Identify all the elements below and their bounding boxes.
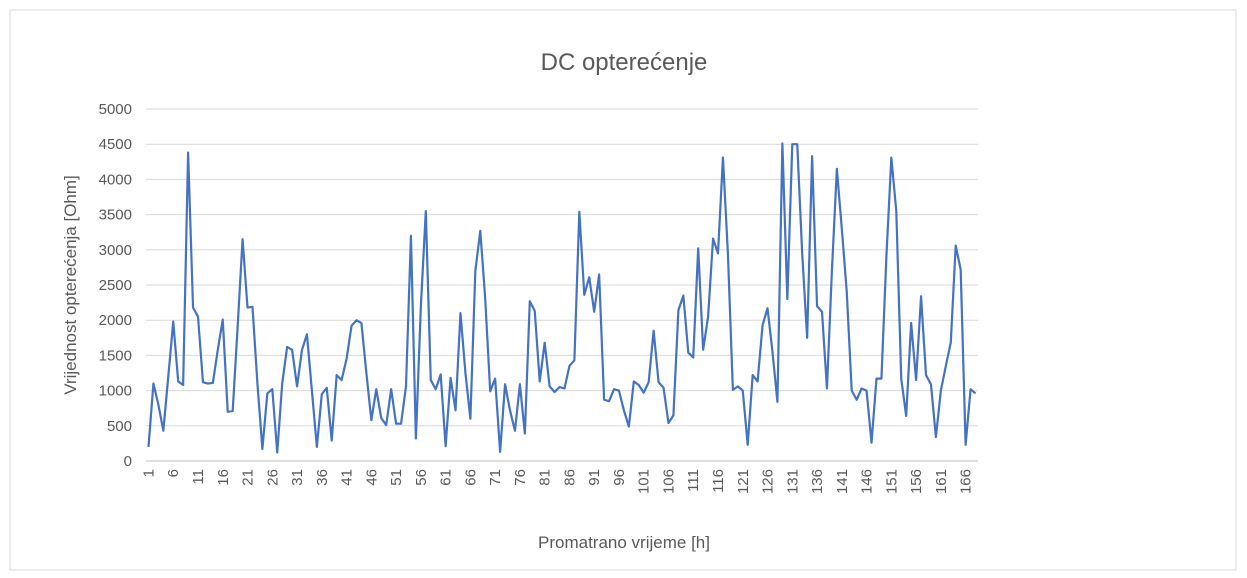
x-tick-label: 41	[339, 469, 356, 486]
x-tick-label: 161	[933, 469, 950, 494]
y-tick-label: 0	[124, 453, 132, 470]
y-tick-label: 4500	[99, 136, 132, 153]
data-line	[147, 142, 977, 454]
x-tick-label: 21	[240, 469, 257, 486]
x-tick-label: 36	[314, 469, 331, 486]
y-tick-label: 3000	[99, 242, 132, 259]
x-tick-label: 126	[760, 469, 777, 494]
y-tick-label: 1000	[99, 383, 132, 400]
x-tick-label: 26	[264, 469, 281, 486]
x-tick-label: 96	[611, 469, 628, 486]
x-tick-label: 121	[735, 469, 752, 494]
y-tick-label: 5000	[99, 101, 132, 118]
x-tick-label: 61	[438, 469, 455, 486]
x-tick-label: 141	[834, 469, 851, 494]
y-axis-label: Vrijednost opterećenja [Ohm]	[61, 175, 80, 395]
x-tick-label: 146	[859, 469, 876, 494]
x-tick-label: 131	[784, 469, 801, 494]
x-tick-label: 81	[537, 469, 554, 486]
x-tick-label: 56	[413, 469, 430, 486]
chart-frame	[9, 9, 1237, 571]
x-tick-label: 86	[561, 469, 578, 486]
x-tick-label: 76	[512, 469, 529, 486]
x-tick-label: 91	[586, 469, 603, 486]
x-tick-label: 156	[908, 469, 925, 494]
x-tick-label: 166	[958, 469, 975, 494]
y-tick-label: 2000	[99, 312, 132, 329]
x-tick-label: 6	[165, 469, 182, 477]
x-tick-label: 46	[363, 469, 380, 486]
x-axis-label: Promatrano vrijeme [h]	[538, 533, 710, 552]
y-tick-label: 500	[107, 418, 132, 435]
y-tick-label: 1500	[99, 347, 132, 364]
y-tick-label: 3500	[99, 207, 132, 224]
x-tick-label: 151	[883, 469, 900, 494]
x-tick-label: 51	[388, 469, 405, 486]
chart-title: DC opterećenje	[541, 49, 708, 76]
x-tick-label: 71	[487, 469, 504, 486]
x-tick-label: 106	[660, 469, 677, 494]
x-tick-label: 116	[710, 469, 727, 493]
x-tick-label: 16	[215, 469, 232, 486]
x-tick-label: 136	[809, 469, 826, 494]
x-tick-label: 11	[190, 469, 207, 485]
x-tick-label: 66	[462, 469, 479, 486]
x-tick-label: 31	[289, 469, 306, 486]
x-tick-label: 111	[685, 469, 702, 492]
x-tick-label: 1	[140, 469, 157, 477]
y-tick-label: 2500	[99, 277, 132, 294]
y-tick-label: 4000	[99, 171, 132, 188]
x-tick-label: 101	[636, 469, 653, 494]
